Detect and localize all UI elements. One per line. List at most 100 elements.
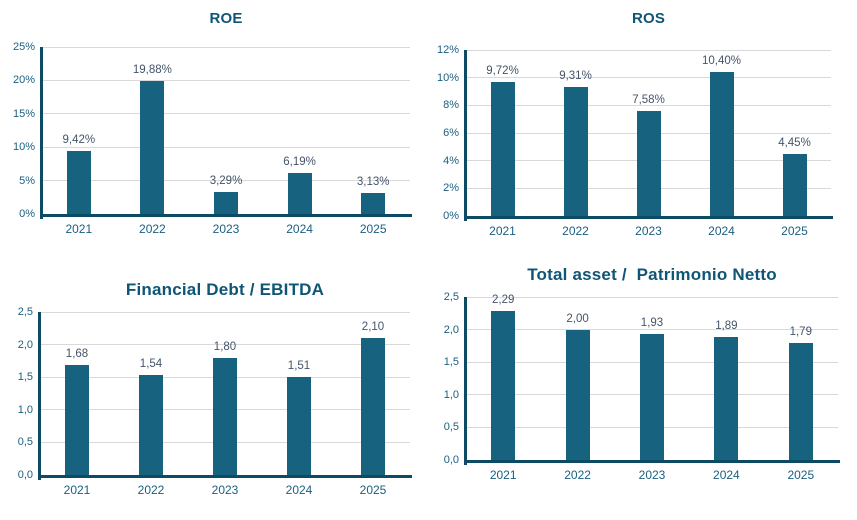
bar-value-label: 3,13%	[356, 176, 390, 189]
bar-value-label: 2,00	[566, 312, 589, 325]
bar-value-label: 10,40%	[701, 55, 741, 68]
bar-2025	[361, 338, 385, 475]
y-axis-line	[38, 312, 41, 480]
chart-roe: ROE 0% 5% 10% 15% 20% 25% 9,42% 2021 19,88% 2022 3…	[0, 0, 428, 260]
y-tick-label: 0,0	[443, 454, 459, 466]
y-axis-line	[464, 297, 467, 465]
bar-value-label: 2,10	[361, 321, 385, 334]
chart-ros: ROS 0% 2% 4% 6% 8% 10% 12% 9,72% 2021 9,31% 2022 7,…	[428, 0, 857, 260]
y-axis-line	[464, 50, 467, 221]
y-tick-label: 8%	[443, 99, 459, 112]
bar-2024	[287, 376, 311, 475]
y-tick-label: 20%	[12, 74, 35, 87]
x-tick-label: 2022	[137, 483, 165, 497]
y-tick-label: 1,5	[17, 371, 33, 384]
y-tick-label: 10%	[436, 71, 459, 84]
bar-value-label: 9,31%	[559, 70, 592, 83]
gridline	[466, 329, 838, 331]
chart-title: Financial Debt / EBITDA	[125, 280, 325, 299]
bar-value-label: 9,42%	[62, 134, 96, 147]
bar-2022	[140, 81, 165, 214]
x-tick-label: 2025	[781, 224, 808, 238]
gridline	[466, 296, 838, 298]
gridline	[42, 146, 410, 148]
y-tick-label: 1,0	[443, 388, 459, 401]
chart-title: ROE	[209, 10, 243, 27]
x-tick-label: 2023	[211, 483, 239, 497]
gridline	[466, 49, 831, 51]
x-axis-line	[464, 216, 833, 219]
bar-2021	[490, 81, 515, 216]
bar-2025	[788, 343, 813, 460]
x-tick-label: 2021	[63, 483, 91, 497]
bar-value-label: 1,89	[715, 319, 738, 332]
y-tick-label: 0%	[443, 210, 459, 222]
y-tick-label: 15%	[12, 107, 35, 120]
bar-value-label: 1,79	[789, 326, 812, 339]
x-tick-label: 2021	[65, 222, 93, 236]
x-tick-label: 2025	[787, 468, 815, 482]
y-tick-label: 0,5	[443, 421, 459, 434]
bar-value-label: 7,58%	[632, 94, 665, 107]
bar-2023	[214, 192, 238, 214]
bar-value-label: 2,29	[491, 293, 515, 306]
chart-total-asset-patrimonio-netto: Total asset / Patrimonio Netto 0,0 0,5 1,0…	[428, 260, 857, 520]
bar-value-label: 9,72%	[486, 64, 519, 77]
x-tick-label: 2021	[489, 224, 516, 238]
x-axis-line	[40, 214, 412, 217]
x-tick-label: 2025	[359, 483, 387, 497]
bar-2023	[636, 111, 661, 216]
bar-2022	[139, 374, 163, 475]
y-tick-label: 1,5	[443, 356, 459, 369]
bar-2021	[66, 151, 91, 214]
x-tick-label: 2024	[285, 483, 313, 497]
chart-financial-debt-ebitda: Financial Debt / EBITDA 0,0 0,5 1,0 1,5 2,0 2…	[0, 260, 428, 520]
chart-title: Total asset / Patrimonio Netto	[527, 265, 777, 284]
y-tick-label: 6%	[443, 127, 459, 139]
gridline	[40, 311, 410, 313]
x-axis-line	[464, 460, 840, 463]
y-tick-label: 0,5	[17, 436, 33, 449]
x-axis-line	[38, 475, 412, 478]
bar-value-label: 19,88%	[132, 64, 172, 77]
x-tick-label: 2023	[635, 224, 662, 238]
y-tick-label: 10%	[12, 141, 35, 154]
y-tick-label: 0,0	[17, 469, 33, 481]
gridline	[466, 77, 831, 79]
bar-2025	[361, 193, 386, 214]
bar-2024	[287, 172, 312, 214]
y-tick-label: 25%	[12, 41, 35, 53]
x-tick-label: 2022	[139, 222, 166, 236]
y-tick-label: 5%	[19, 174, 35, 187]
bar-2024	[709, 72, 734, 216]
y-tick-label: 4%	[443, 154, 459, 167]
bar-2023	[213, 357, 237, 475]
bar-value-label: 6,19%	[283, 155, 316, 168]
y-tick-label: 2,0	[443, 323, 459, 336]
bar-value-label: 1,93	[640, 317, 664, 330]
gridline	[42, 113, 410, 115]
bar-2021	[491, 310, 516, 460]
y-tick-label: 2,5	[17, 306, 33, 318]
x-tick-label: 2024	[713, 468, 740, 482]
y-axis-line	[40, 47, 43, 219]
gridline	[42, 180, 410, 182]
gridline	[42, 46, 410, 48]
gridline	[466, 104, 831, 106]
x-tick-label: 2021	[489, 468, 517, 482]
chart-title: ROS	[631, 10, 666, 27]
bar-value-label: 3,29%	[209, 175, 243, 188]
bar-value-label: 1,51	[287, 359, 311, 372]
bar-2022	[563, 87, 588, 216]
gridline	[42, 79, 410, 81]
y-tick-label: 2%	[443, 182, 459, 195]
bar-2021	[65, 365, 89, 475]
y-tick-label: 12%	[436, 44, 459, 56]
gridline	[40, 344, 410, 346]
y-tick-label: 2,5	[443, 291, 459, 303]
y-tick-label: 2,0	[17, 338, 33, 351]
bar-value-label: 1,80	[213, 340, 237, 353]
bar-value-label: 4,45%	[778, 137, 811, 150]
bar-2022	[565, 329, 590, 460]
